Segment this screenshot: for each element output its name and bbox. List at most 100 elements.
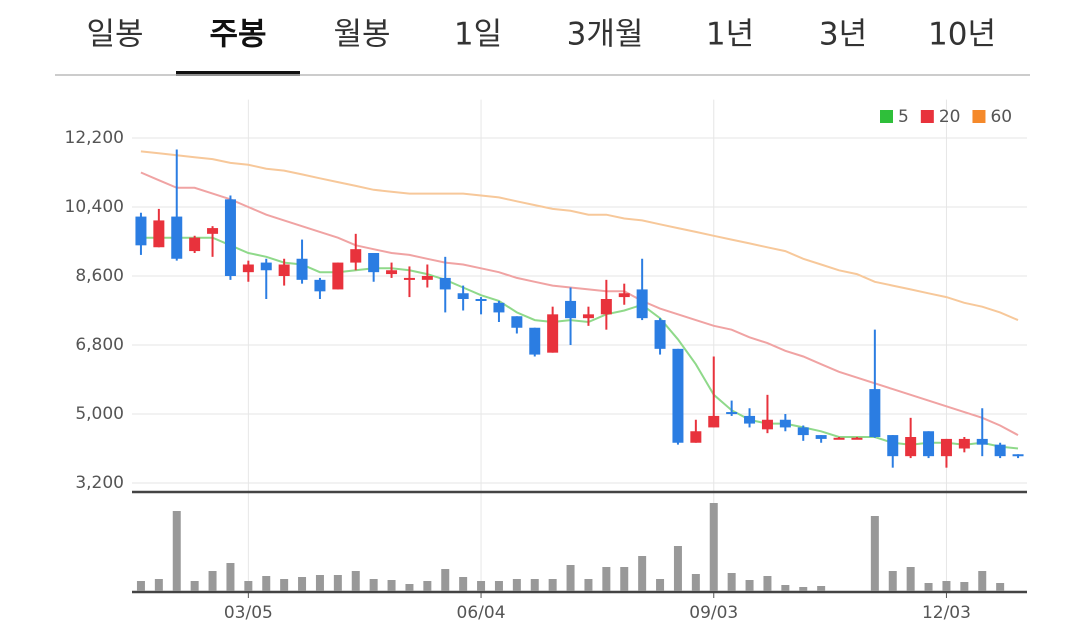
tab[interactable]: 3년 [819,17,867,53]
volume-bar [566,565,575,591]
tab[interactable]: 1일 [454,17,502,53]
candle-body [493,302,505,313]
volume-bar [745,580,754,591]
volume-bar [208,571,217,591]
candle-body [958,438,970,449]
candle-body [224,199,236,276]
tab[interactable]: 10년 [928,17,996,53]
tab[interactable]: 일봉 [86,17,143,53]
candle-body [421,276,433,280]
candle-body [386,270,398,275]
volume-bar [656,579,665,591]
volume-bar [512,579,521,591]
candle-body [189,237,201,252]
candle-body [690,431,702,443]
candle-body [1012,454,1024,457]
tab-underline [176,71,300,76]
candle-body [135,216,147,246]
volume-bar [154,579,163,591]
volume-bar [280,579,289,591]
volume-bar [530,579,539,591]
volume-bar [763,576,772,591]
candle-body [994,444,1006,457]
candle-body [368,253,380,273]
volume-bar [226,563,235,591]
tab[interactable]: 1년 [706,17,754,53]
candle-body [350,249,362,263]
legend-label: 5 [898,107,909,127]
volume-bar [548,579,557,591]
candle-body [815,435,827,439]
y-tick-label: 12,200 [65,128,124,148]
volume-bar [369,579,378,591]
candle-body [403,277,415,280]
candle-body [654,320,666,349]
volume-bar [691,574,700,591]
y-tick-label: 10,400 [65,197,124,217]
candle-body [511,316,523,328]
candle-body [207,228,219,234]
moving-average-line [140,236,1019,450]
legend-swatch [920,110,934,123]
moving-average-line [140,150,1019,322]
candle-body [582,314,594,319]
volume-bar [584,579,593,591]
candle-body [278,264,290,276]
candle-body [976,438,988,445]
candle-body [940,438,952,457]
volume-bar [673,546,682,591]
y-tick-label: 6,800 [75,335,124,355]
volume-bar [136,581,145,591]
candle-body [171,216,183,259]
volume-bar [405,584,414,591]
legend-label: 20 [939,107,961,127]
volume-bar [262,576,271,591]
candle-body [296,258,308,280]
volume-bar [190,581,199,591]
candle-body [726,412,738,415]
volume-bar [494,581,503,591]
candle-body [672,348,684,443]
volume-bar [298,577,307,591]
volume-bar [942,581,951,591]
volume-bar [906,567,915,591]
volume-bar [799,587,808,591]
x-tick-label: 03/05 [224,603,273,623]
legend-swatch [972,110,986,123]
candle-body [905,437,917,457]
candle-body [708,415,720,428]
tab[interactable]: 월봉 [333,17,390,53]
candle-body [439,277,451,290]
volume-bar [870,516,879,591]
tab[interactable]: 3개월 [567,17,644,53]
candle-body [779,419,791,428]
volume-bar [924,583,933,591]
candle-body [260,262,272,271]
volume-bar [727,573,736,591]
volume-bar [244,581,253,591]
volume-bar [602,567,611,591]
candle-body [744,415,756,424]
candle-body [887,435,899,457]
candle-body [869,389,881,437]
volume-bar [638,556,647,591]
candle-body [332,262,344,290]
legend-swatch [880,110,893,123]
tab[interactable]: 주봉 [209,17,266,53]
candle-body [457,293,469,299]
candle-body [242,264,254,273]
candle-body [314,279,326,292]
moving-average-line [140,171,1019,436]
volume-bar [172,511,181,591]
volume-bar [459,577,468,591]
candle-body [923,431,935,457]
volume-bar [441,569,450,591]
volume-bar [351,571,360,591]
volume-bar [620,567,629,591]
volume-bar [781,585,790,591]
y-tick-label: 3,200 [75,473,124,493]
volume-bar [477,581,486,591]
candle-body [851,437,863,440]
